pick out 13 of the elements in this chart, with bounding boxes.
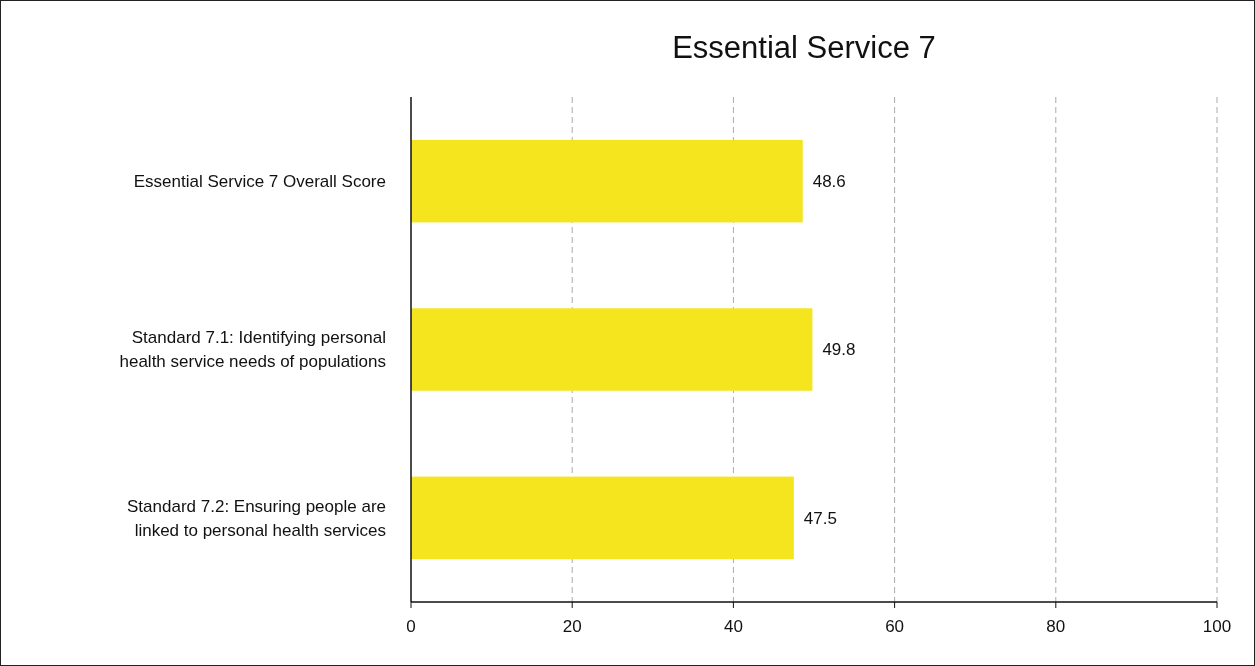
data-label: 48.6	[812, 172, 846, 192]
x-tick-label: 80	[1046, 617, 1066, 636]
x-tick-label: 60	[885, 617, 905, 636]
data-label: 49.8	[822, 340, 856, 360]
y-tick-label: Standard 7.2: Ensuring people are linked to personal health services	[127, 496, 386, 540]
data-label: 47.5	[803, 508, 837, 528]
y-tick-label: Standard 7.1: Identifying personal health service needs of populations	[119, 328, 386, 372]
x-tick-label: 100	[1202, 617, 1232, 636]
x-tick-label: 20	[562, 617, 582, 636]
x-tick-label: 0	[406, 617, 416, 636]
y-tick-label: Essential Service 7 Overall Score	[133, 172, 386, 192]
chart-title: Essential Service 7	[672, 30, 936, 65]
x-tick-label: 40	[723, 617, 743, 636]
